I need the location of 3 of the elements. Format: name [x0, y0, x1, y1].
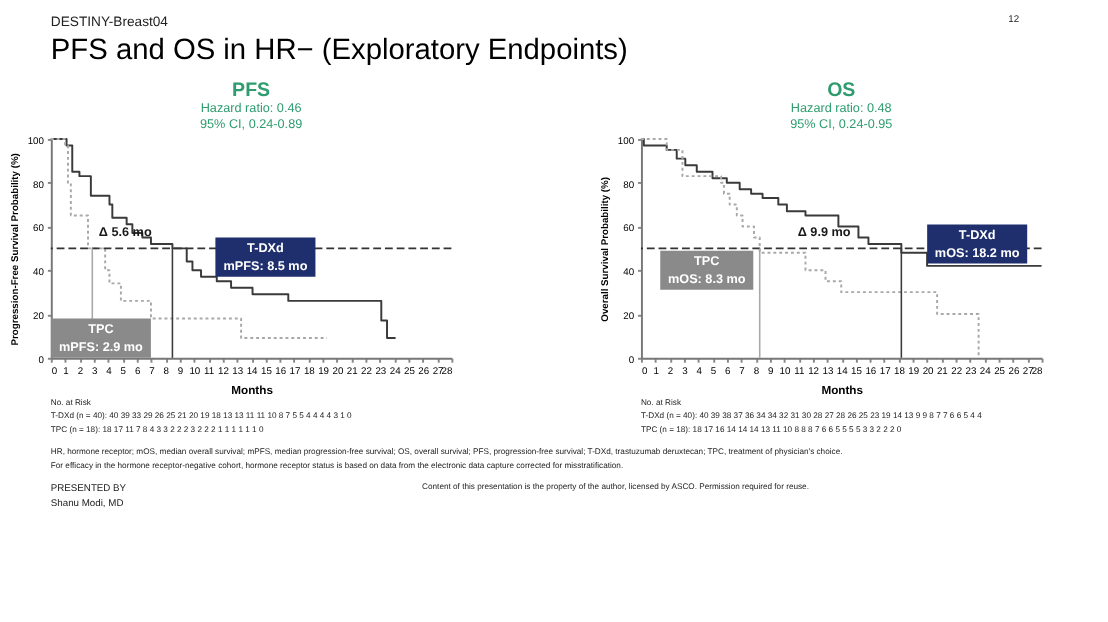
chart-title: PFS	[232, 79, 272, 102]
chart-title: OS	[827, 79, 857, 102]
text: PFS and OS in HR− (Exploratory Endpoints)	[50, 34, 628, 67]
